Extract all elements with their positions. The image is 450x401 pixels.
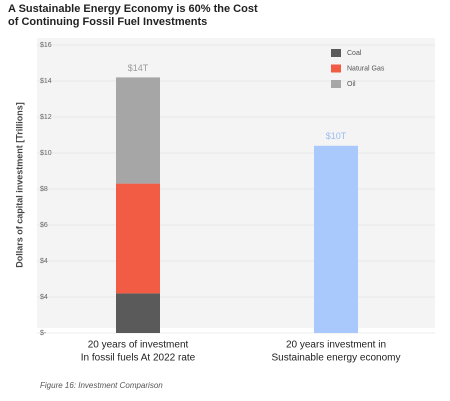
y-tick-label: $10 <box>40 150 52 157</box>
bar-segment <box>314 145 358 333</box>
y-tick-label: $4 <box>40 294 48 301</box>
x-tick-label: 20 years of investment <box>88 340 189 351</box>
x-tick-label: In fossil fuels At 2022 rate <box>81 353 196 364</box>
legend-swatch <box>331 80 341 88</box>
chart-title: of Continuing Fossil Fuel Investments <box>8 16 207 28</box>
x-tick-label: 20 years investment in <box>286 340 386 351</box>
y-tick-label: $6 <box>40 222 48 229</box>
chart-title: A Sustainable Energy Economy is 60% the … <box>8 3 258 15</box>
plot-area <box>37 38 435 328</box>
bar-segment <box>116 183 160 294</box>
total-label: $14T <box>128 63 149 73</box>
y-tick-label: $8 <box>40 186 48 193</box>
legend-swatch <box>331 64 341 73</box>
bar-segment <box>116 293 160 333</box>
y-tick-label: $- <box>40 330 47 337</box>
y-axis-label: Dollars of capital investment [Trillions… <box>14 102 24 268</box>
legend-swatch <box>331 49 341 57</box>
caption: Figure 16: Investment Comparison <box>40 381 163 390</box>
bar-segment <box>116 77 160 184</box>
total-label: $10T <box>326 131 347 141</box>
y-tick-label: $16 <box>40 42 52 49</box>
legend-label: Coal <box>347 50 362 57</box>
y-tick-label: $4 <box>40 258 48 265</box>
x-tick-label: Sustainable energy economy <box>272 353 401 364</box>
y-tick-label: $12 <box>40 114 52 121</box>
legend-label: Oil <box>347 81 356 88</box>
legend-label: Natural Gas <box>347 65 385 72</box>
y-tick-label: $14 <box>40 78 52 85</box>
